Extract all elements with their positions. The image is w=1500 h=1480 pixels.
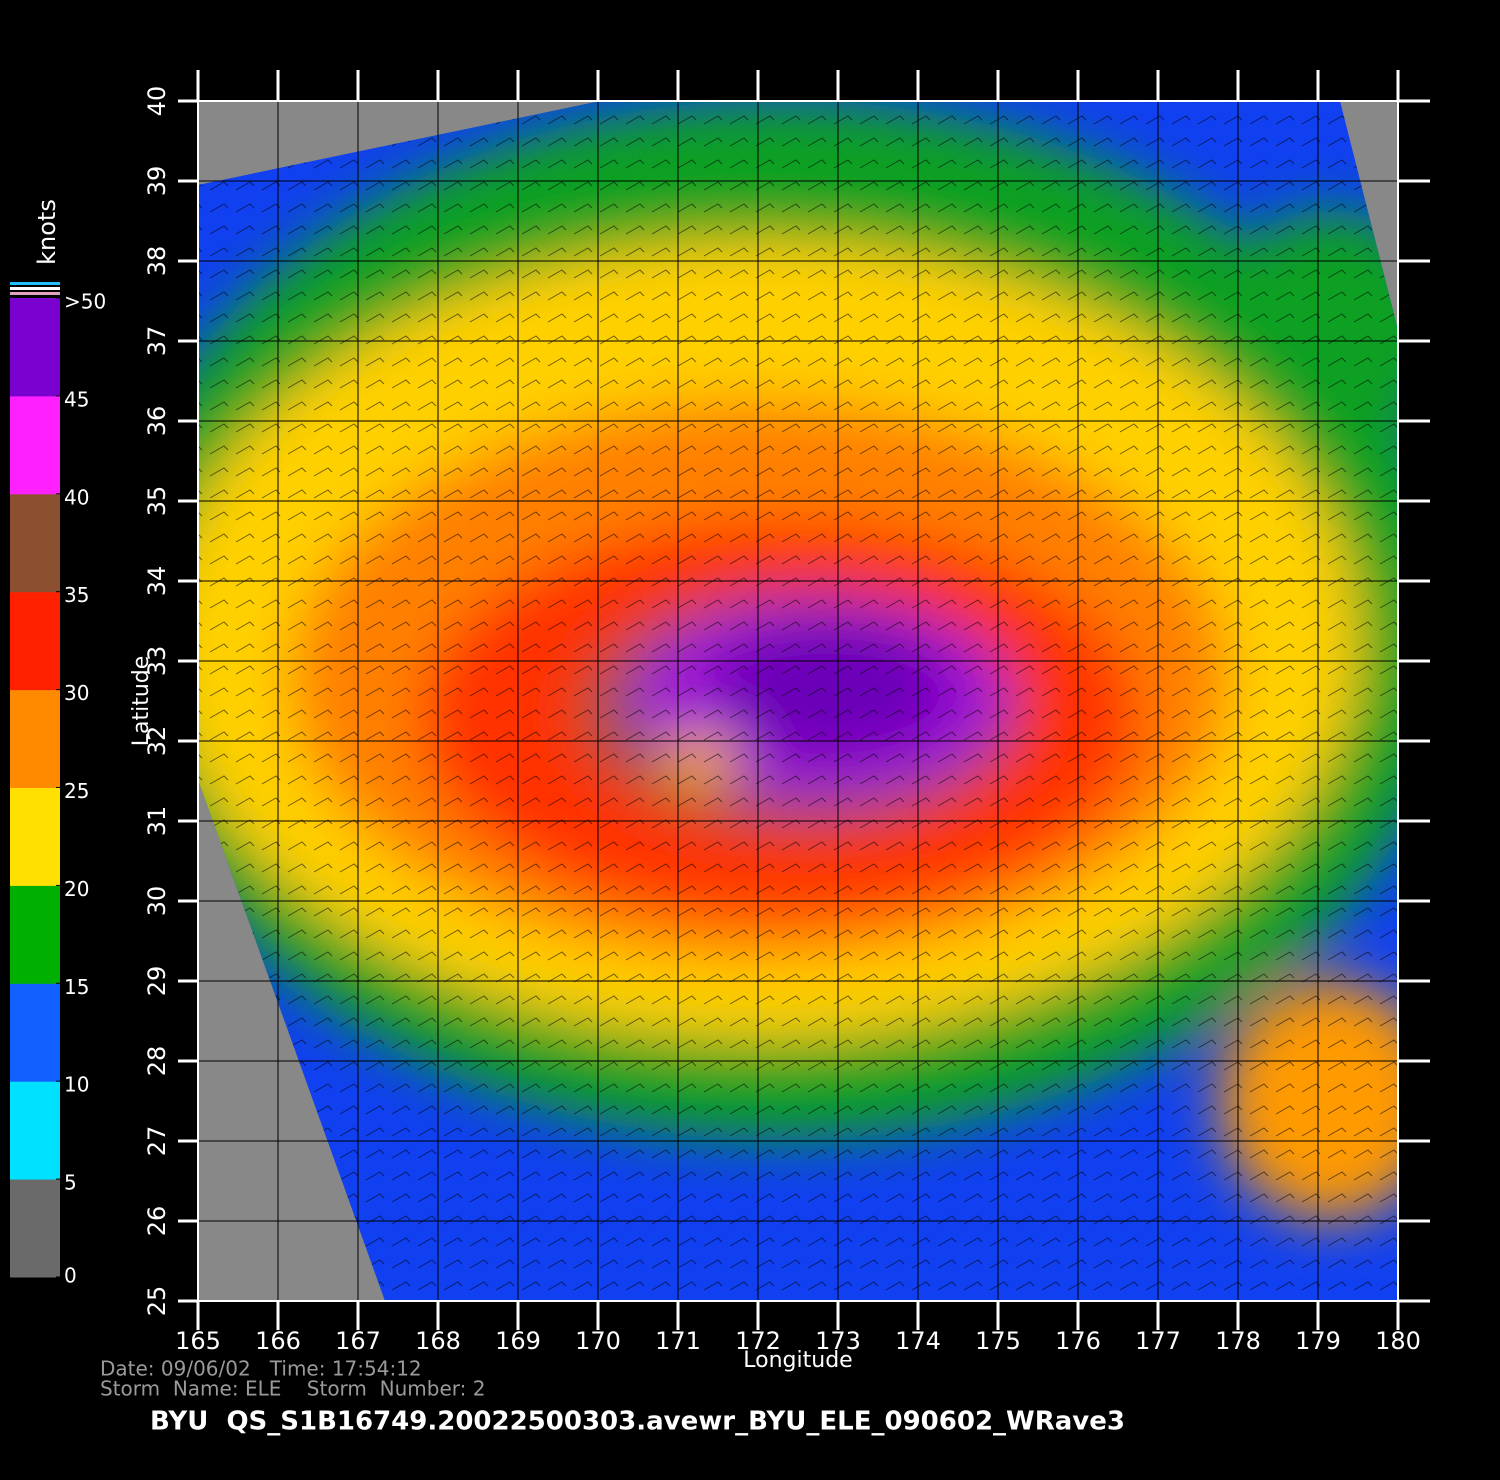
colorbar-cap	[10, 292, 60, 295]
x-tick-label: 176	[1055, 1327, 1101, 1355]
y-tick-label: 36	[143, 406, 171, 437]
colorbar-band	[10, 493, 60, 593]
colorbar-tick-label: 45	[64, 387, 89, 411]
plot-frame	[197, 100, 1399, 1302]
y-tick-label: 38	[143, 246, 171, 277]
colorbar-cap	[10, 282, 60, 285]
filename: BYU QS_S1B16749.20022500303.avewr_BYU_EL…	[150, 1407, 1125, 1437]
colorbar-tick-label: 20	[64, 877, 89, 901]
x-tick-label: 170	[575, 1327, 621, 1355]
colorbar-band	[10, 983, 60, 1082]
y-tick-label: 40	[143, 86, 171, 117]
y-tick-label: 29	[143, 966, 171, 997]
colorbar-band	[10, 885, 60, 984]
axes: 165 166 167 168 169 170 171 172 173 174 175 176 177 1…	[10, 70, 1430, 1373]
x-tick-label: 175	[975, 1327, 1021, 1355]
colorbar-tick-label: 35	[64, 583, 89, 607]
y-tick-label: 25	[143, 1286, 171, 1317]
colorbar-tick-label: >50	[64, 290, 106, 314]
x-tick-label: 167	[335, 1327, 381, 1355]
colorbar-title: knots	[33, 199, 61, 265]
date-line: Date: 09/06/02 Time: 17:54:12	[100, 1357, 422, 1381]
colorbar-band	[10, 689, 60, 788]
colorbar-band	[10, 395, 60, 495]
x-tick-label: 168	[415, 1327, 461, 1355]
y-tick-label: 27	[143, 1126, 171, 1157]
x-tick-label: 172	[735, 1327, 781, 1355]
x-tick-label: 171	[655, 1327, 701, 1355]
x-tick-label: 180	[1375, 1327, 1421, 1355]
x-tick-label: 174	[895, 1327, 941, 1355]
x-tick-label: 173	[815, 1327, 861, 1355]
wind-speed-field	[198, 101, 1398, 1301]
colorbar-cap	[10, 287, 60, 290]
y-tick-label: 32	[143, 726, 171, 757]
y-tick-label: 30	[143, 886, 171, 917]
colorbar-band	[10, 1179, 60, 1278]
colorbar-band	[10, 591, 60, 691]
colorbar-tick-label: 40	[64, 485, 89, 509]
y-tick-label: 37	[143, 326, 171, 357]
colorbar-band	[10, 298, 60, 397]
colorbar-band	[10, 787, 60, 886]
x-tick-label: 169	[495, 1327, 541, 1355]
y-tick-label: 35	[143, 486, 171, 517]
y-tick-label: 33	[143, 646, 171, 677]
colorbar-tick-label: 0	[64, 1264, 77, 1288]
x-tick-label: 178	[1215, 1327, 1261, 1355]
y-tick-label: 39	[143, 166, 171, 197]
colorbar-tick-label: 30	[64, 681, 89, 705]
storm-line: Storm Name: ELE Storm Number: 2	[100, 1377, 485, 1401]
colorbar-band	[10, 1081, 60, 1180]
x-tick-label: 166	[255, 1327, 301, 1355]
colorbar-tick-label: 5	[64, 1171, 77, 1195]
y-axis-label: Latitude	[129, 656, 154, 747]
colorbar-tick-label: 10	[64, 1073, 89, 1097]
x-tick-label: 179	[1295, 1327, 1341, 1355]
colorbar-tick-label: 25	[64, 779, 89, 803]
x-tick-label: 177	[1135, 1327, 1181, 1355]
y-tick-label: 26	[143, 1206, 171, 1237]
y-tick-label: 28	[143, 1046, 171, 1077]
y-tick-label: 34	[143, 566, 171, 597]
x-tick-label: 165	[175, 1327, 221, 1355]
colorbar-tick-label: 15	[64, 975, 89, 999]
y-tick-label: 31	[143, 806, 171, 837]
x-axis-label: Longitude	[743, 1348, 852, 1373]
